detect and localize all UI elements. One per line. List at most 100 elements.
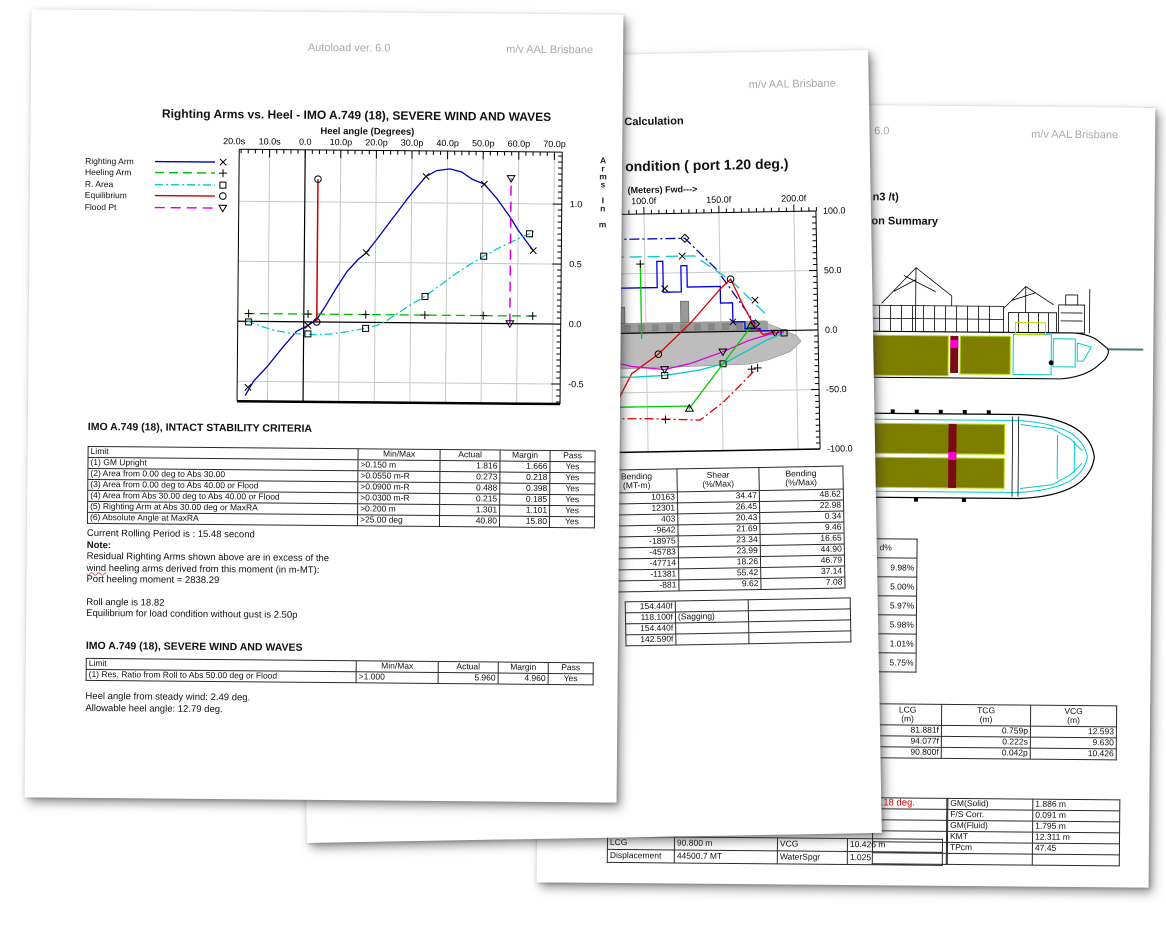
- col-bending-pct: Bending (%/Max): [758, 466, 844, 491]
- svg-text:0.0: 0.0: [299, 137, 312, 147]
- y-axis-letter: n: [600, 203, 606, 214]
- table-cell: 1.886 m: [1032, 799, 1120, 811]
- note-line: Port heeling moment = 2838.29: [86, 573, 220, 587]
- legend-line-sample: [155, 169, 228, 178]
- righting-arms-chart: 20.0s 10.0s 0.0 10.0p 20.0p 30.0p 40.0p 50.0p 60…: [223, 136, 584, 406]
- legend-item: R. Area: [85, 178, 233, 191]
- table-cell: 12.593: [1030, 726, 1117, 738]
- chart-legend: Righting Arm Heeling Arm R. Area Equilib…: [85, 155, 233, 214]
- cargo-tank-stbd: [869, 456, 1005, 489]
- table-cell: 118.100f: [625, 611, 676, 624]
- table-cell: GM(Solid): [947, 798, 1033, 811]
- legend-item: Heeling Arm: [85, 166, 233, 179]
- col-margin: Margin: [500, 450, 551, 462]
- table-cell: 90.800f: [873, 746, 942, 759]
- col-minmax: Min/Max: [356, 660, 439, 673]
- col-margin: Margin: [498, 662, 549, 674]
- ship-plan-view-drawing: [853, 409, 1095, 503]
- table-cell: (6) Absolute Angle at MaxRA: [87, 512, 358, 526]
- svg-text:50.0p: 50.0p: [472, 138, 495, 148]
- footer-block: Heel angle from steady wind: 2.49 deg. A…: [85, 691, 250, 715]
- highlight-cell: [948, 451, 957, 460]
- condition-title-fragment: ondition ( port 1.20 deg.): [624, 155, 789, 175]
- strength-limits-table: 154.440f 118.100f (Sagging) 154.440f 142.590…: [625, 597, 852, 646]
- table-cell: >0.0550 m-R: [357, 470, 440, 483]
- table-cell: 154.440f: [625, 622, 676, 635]
- svg-text:1.0: 1.0: [570, 199, 583, 209]
- col-minmax: Min/Max: [358, 448, 441, 461]
- table-cell: 0.222s: [941, 736, 1031, 749]
- bulb-dot: [1048, 360, 1054, 366]
- table-cell: 7.08: [760, 577, 846, 590]
- misspelled-word: wind: [86, 562, 107, 574]
- svg-text:0.0: 0.0: [825, 325, 838, 335]
- table-cell: (1) Res. Ratio from Roll to Abs 50.00 de…: [86, 669, 357, 683]
- gm-hydrostatics-table: GM(Solid) 1.886 m F/S Corr. 0.091 m GM(Fluid…: [947, 798, 1121, 867]
- legend-label: R. Area: [84, 178, 114, 189]
- col-shear-pct: Shear (%/Max): [676, 467, 760, 492]
- legend-line-sample: [154, 204, 228, 213]
- footer-line: Heel angle from steady wind: 2.49 deg.: [85, 690, 251, 704]
- svg-text:0.5: 0.5: [569, 259, 582, 269]
- table-cell: Displacement: [607, 849, 675, 864]
- svg-text:40.0p: 40.0p: [436, 138, 459, 148]
- chart-x-axis-title: Heel angle (Degrees): [320, 125, 415, 138]
- table-cell: 0.398: [499, 483, 550, 495]
- table-cell: 44500.7 MT: [674, 850, 778, 864]
- table-cell: 1.816: [439, 460, 501, 473]
- table-cell: 0.488: [439, 482, 500, 495]
- legend-label: Heeling Arm: [84, 167, 132, 178]
- svg-text:150.0f: 150.0f: [706, 194, 732, 204]
- svg-text:10.0p: 10.0p: [330, 137, 353, 147]
- table-cell: 40.80: [439, 515, 500, 528]
- table-cell: 81.881f: [873, 724, 942, 737]
- footer-line: Allowable heel angle: 12.79 deg.: [85, 702, 223, 715]
- table-cell: >0.150 m: [357, 459, 441, 472]
- section-title-severe-wind-waves: IMO A.749 (18), SEVERE WIND AND WAVES: [85, 639, 303, 654]
- table-cell: >0.200 m: [357, 503, 440, 516]
- legend-label: Righting Arm: [85, 155, 134, 167]
- legend-line-sample: [154, 181, 227, 189]
- strength-results-table: Bending (MT-m) Shear (%/Max) Bending (%/Max…: [595, 466, 846, 593]
- svg-text:0.0: 0.0: [569, 319, 582, 329]
- table-cell: [947, 853, 1033, 866]
- table-cell: 0.215: [439, 493, 500, 506]
- table-cell: 0.218: [499, 472, 550, 484]
- svg-text:100.0: 100.0: [823, 205, 846, 215]
- units-title-fragment: n3 /t): [872, 191, 899, 204]
- table-cell: 1.666: [499, 461, 551, 473]
- table-cell: 9.630: [1030, 737, 1117, 749]
- table-header-row: LCG (m) TCG (m) VCG (m): [873, 703, 1117, 727]
- heel-angle-value: 1.18 deg.: [872, 797, 947, 810]
- page-condition-summary: Autoload ver. 6.0 m/v AAL Brisbane n3 /t…: [536, 102, 1156, 888]
- table-cell: 0.042p: [941, 747, 1031, 760]
- table-cell: KMT: [947, 831, 1033, 844]
- vessel-name-header: m/v AAL Brisbane: [506, 43, 594, 57]
- table-row: 90.800f 0.042p 10.426: [873, 746, 1117, 760]
- svg-text:10.0s: 10.0s: [259, 136, 282, 146]
- table-cell: 0.759p: [941, 725, 1031, 738]
- table-cell: Yes: [549, 505, 595, 517]
- table-cell: 1.795 m: [1032, 821, 1120, 833]
- table-cell: 1.301: [439, 504, 500, 517]
- col-pass: Pass: [548, 662, 594, 674]
- table-cell: >1.000: [356, 671, 439, 684]
- col-vcg: VCG (m): [1030, 705, 1117, 727]
- note-line: Current Rolling Period is : 15.48 second: [86, 527, 255, 541]
- page-righting-arms-report: Autoload ver. 6.0 m/v AAL Brisbane Right…: [24, 9, 624, 803]
- svg-text:30.0p: 30.0p: [401, 138, 424, 148]
- displacement-summary-table: LCG 90.800 m VCG 10.426 m Displacement 44500.…: [607, 836, 943, 866]
- table-row: Displacement 44500.7 MT WaterSpgr 1.025: [607, 849, 943, 866]
- table-cell: >25.00 deg: [357, 514, 440, 527]
- y-axis-letter: s: [600, 179, 606, 190]
- table-cell: Yes: [549, 494, 595, 506]
- table-row: [872, 819, 947, 832]
- svg-text:70.0p: 70.0p: [543, 139, 566, 149]
- table-cell: 142.590f: [625, 633, 676, 646]
- table-row: 1.18 deg.: [872, 797, 947, 810]
- table-cell: Yes: [549, 516, 595, 528]
- table-cell: Yes: [549, 483, 595, 495]
- table-cell: WaterSpgr: [777, 850, 848, 865]
- table-cell: 47.45: [1032, 843, 1120, 855]
- table-cell: Yes: [549, 472, 595, 484]
